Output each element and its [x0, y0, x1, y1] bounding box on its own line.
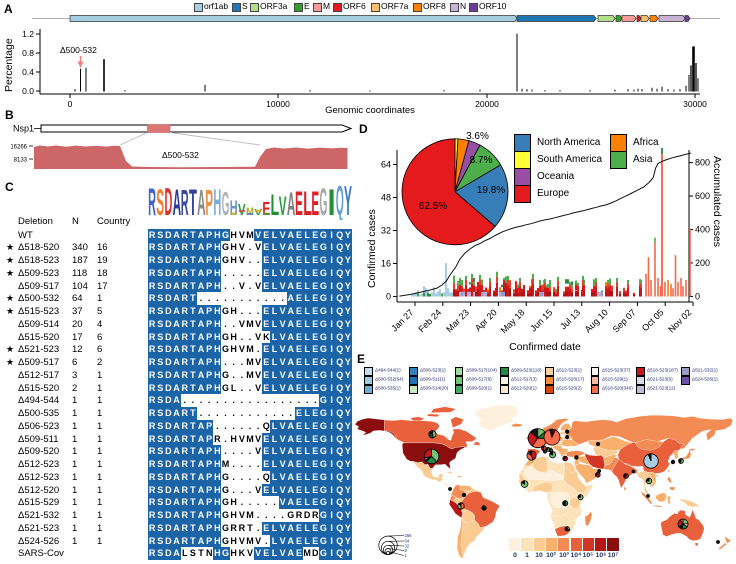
svg-text:10000: 10000	[266, 99, 290, 109]
svg-text:I: I	[328, 182, 336, 220]
svg-text:May 18: May 18	[499, 307, 527, 335]
svg-text:0: 0	[68, 99, 73, 109]
svg-text:A: A	[287, 187, 295, 220]
svg-text:200: 200	[695, 258, 710, 268]
svg-text:64: 64	[381, 160, 391, 170]
svg-text:T: T	[189, 182, 197, 220]
svg-text:256: 256	[405, 533, 413, 538]
svg-text:19.8%: 19.8%	[477, 185, 505, 196]
svg-text:R: R	[181, 182, 189, 220]
svg-text:Mar 23: Mar 23	[444, 307, 471, 334]
svg-text:8.7%: 8.7%	[470, 155, 493, 166]
svg-text:Nov 02: Nov 02	[666, 307, 693, 334]
svg-text:V: V	[254, 208, 262, 217]
svg-text:G: G	[222, 187, 230, 220]
svg-text:Feb 24: Feb 24	[416, 307, 443, 334]
svg-text:0: 0	[386, 292, 391, 302]
svg-text:0: 0	[695, 291, 700, 301]
svg-text:48: 48	[381, 193, 391, 203]
svg-text:1: 1	[405, 553, 408, 558]
svg-text:64: 64	[405, 539, 410, 544]
svg-text:400: 400	[695, 225, 710, 235]
svg-text:H: H	[213, 181, 221, 220]
svg-text:3.6%: 3.6%	[466, 131, 489, 142]
svg-text:Apr 20: Apr 20	[473, 307, 499, 333]
svg-text:E: E	[262, 200, 270, 220]
svg-text:32: 32	[405, 544, 410, 549]
svg-text:0.8: 0.8	[22, 48, 34, 58]
svg-text:E: E	[311, 186, 319, 220]
svg-text:62.5%: 62.5%	[419, 201, 447, 212]
svg-text:Y: Y	[344, 178, 352, 220]
svg-text:16: 16	[381, 259, 391, 269]
svg-text:1.2: 1.2	[22, 29, 34, 39]
svg-text:Jul 13: Jul 13	[558, 307, 582, 331]
svg-text:R: R	[148, 181, 156, 220]
svg-text:H: H	[230, 196, 238, 220]
svg-text:32: 32	[381, 226, 391, 236]
svg-text:30000: 30000	[683, 99, 707, 109]
svg-text:0.0: 0.0	[22, 86, 34, 96]
svg-text:800: 800	[695, 158, 710, 168]
svg-text:20000: 20000	[475, 99, 499, 109]
svg-text:8133: 8133	[14, 158, 28, 164]
svg-text:Nsp1: Nsp1	[13, 124, 34, 134]
svg-text:Jan 27: Jan 27	[389, 307, 415, 333]
svg-text:P: P	[205, 183, 213, 220]
svg-text:D: D	[164, 181, 172, 220]
svg-text:Δ500-532: Δ500-532	[60, 45, 97, 55]
svg-text:G: G	[320, 181, 328, 220]
svg-text:L: L	[271, 188, 280, 220]
svg-text:S: S	[156, 181, 164, 220]
svg-text:A: A	[173, 181, 181, 220]
svg-text:A: A	[197, 183, 205, 220]
svg-text:Oct 05: Oct 05	[640, 307, 666, 333]
svg-text:Δ500-532: Δ500-532	[162, 150, 199, 160]
svg-text:16266: 16266	[10, 145, 27, 151]
svg-text:L: L	[303, 184, 312, 220]
svg-text:Sep 07: Sep 07	[611, 307, 638, 334]
svg-text:Aug 10: Aug 10	[583, 307, 610, 334]
svg-text:Q: Q	[336, 179, 344, 220]
svg-text:8: 8	[405, 548, 408, 553]
svg-text:Confirmed date: Confirmed date	[509, 341, 581, 353]
svg-text:M: M	[246, 206, 254, 218]
svg-text:Genomic coordinates: Genomic coordinates	[325, 105, 415, 116]
svg-text:Jun 15: Jun 15	[528, 307, 554, 333]
svg-text:0.4: 0.4	[22, 67, 34, 77]
svg-text:V: V	[279, 193, 287, 220]
svg-text:600: 600	[695, 191, 710, 201]
svg-text:E: E	[295, 186, 303, 220]
